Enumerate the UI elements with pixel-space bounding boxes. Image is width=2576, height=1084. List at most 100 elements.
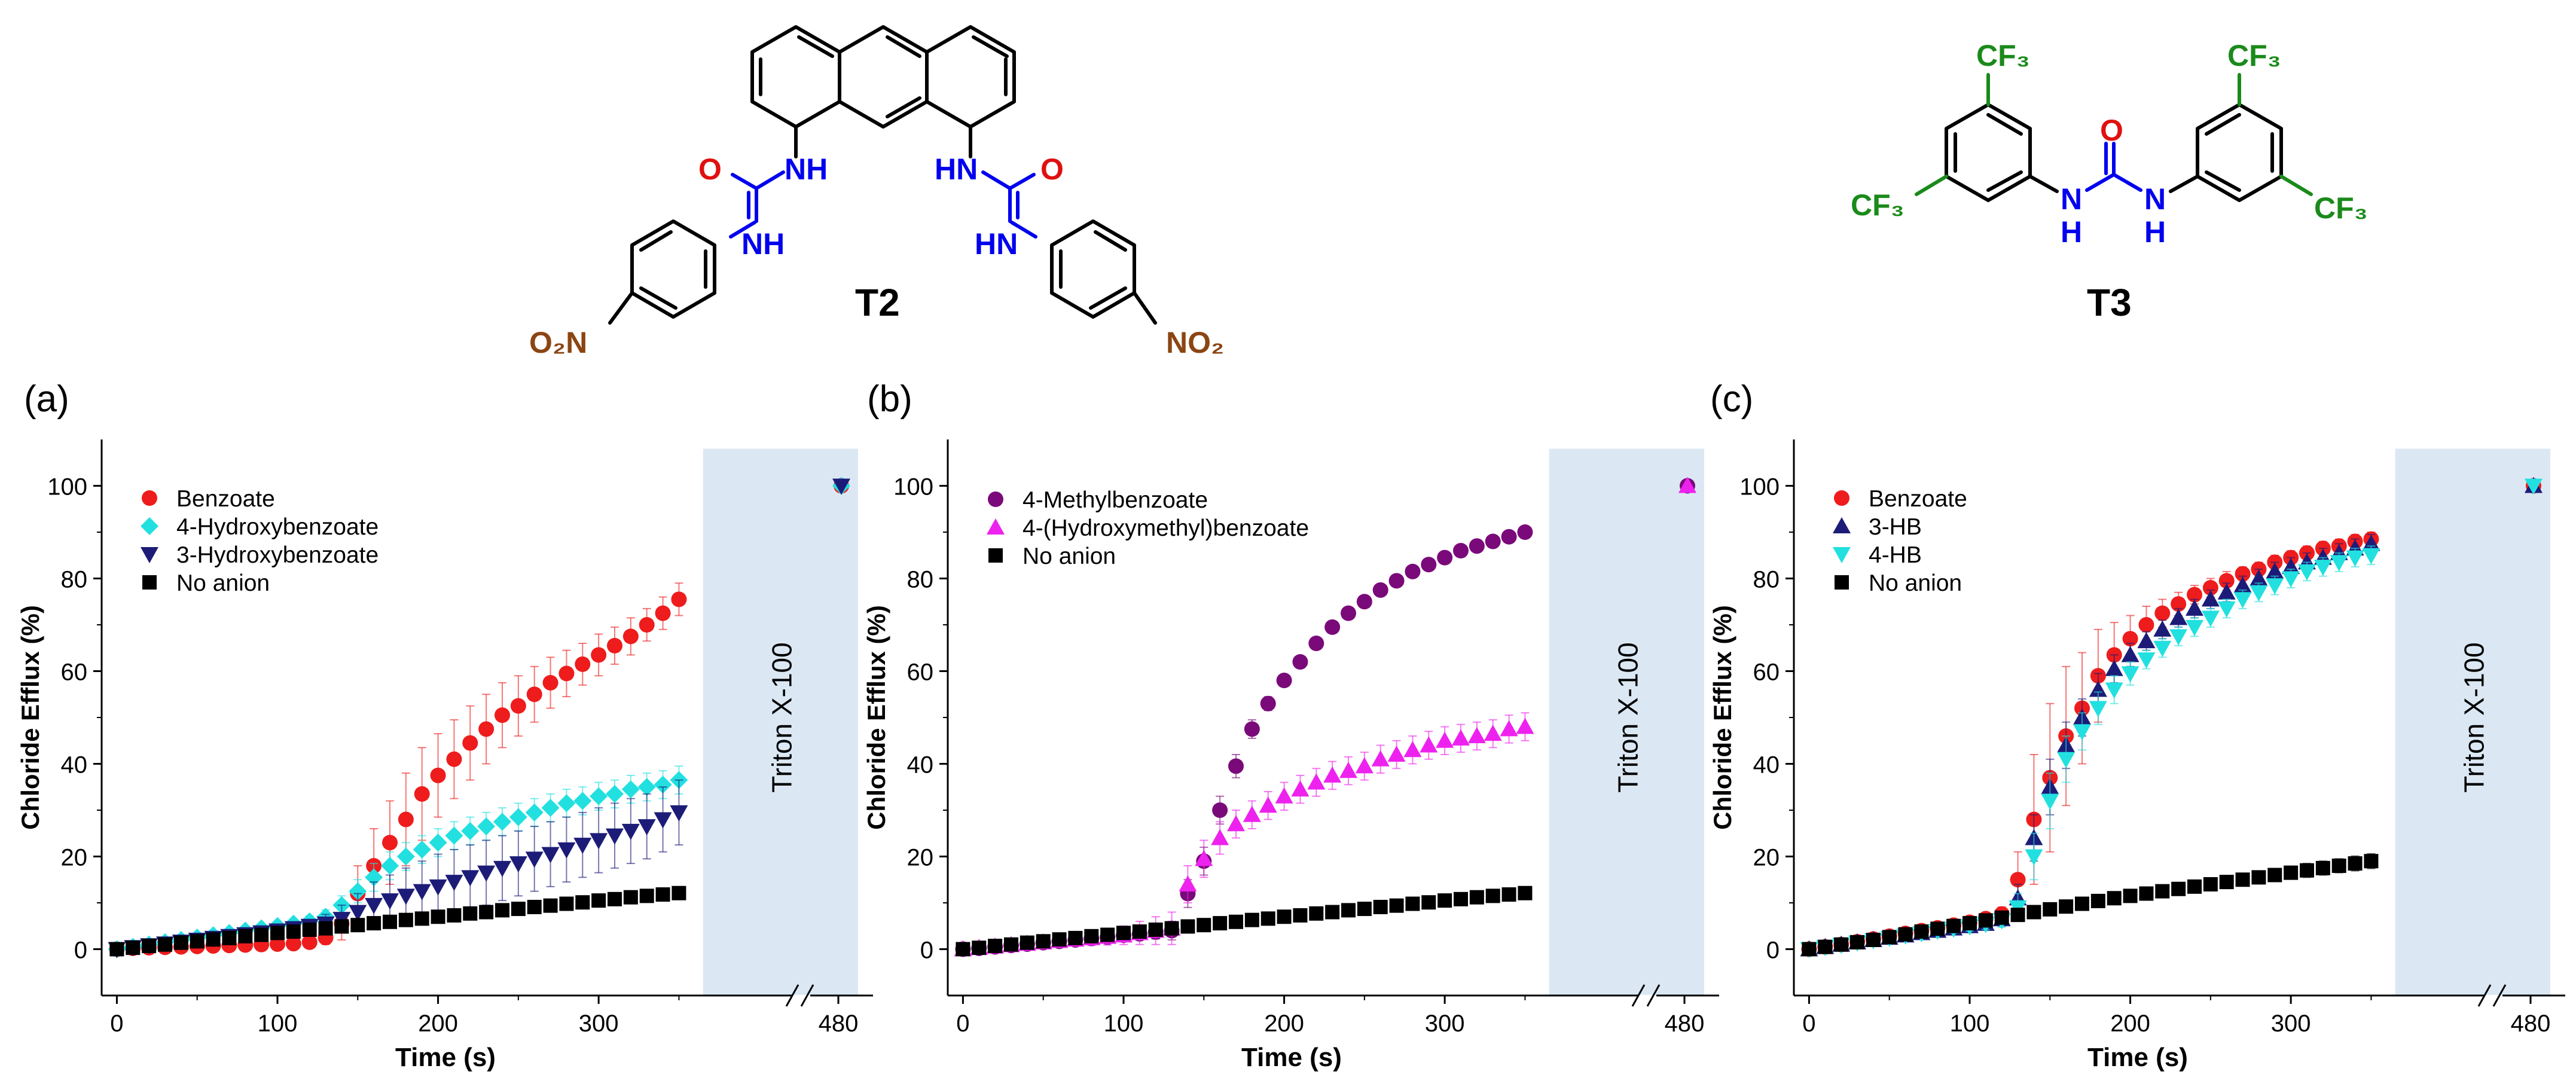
data-point	[1437, 893, 1452, 908]
legend-marker	[987, 518, 1005, 535]
data-point	[2026, 905, 2041, 920]
data-point	[2075, 896, 2089, 911]
legend-label: No anion	[1869, 570, 1962, 596]
legend-marker	[141, 517, 158, 535]
data-point	[1436, 731, 1454, 748]
x-tick-label: 0	[110, 1010, 123, 1037]
data-point	[463, 906, 478, 921]
axis-break-mark	[2492, 984, 2507, 1007]
t3-h-left: H	[2061, 215, 2082, 249]
data-point	[1467, 727, 1486, 743]
data-point	[2203, 877, 2218, 891]
data-point	[2250, 569, 2268, 586]
data-point	[573, 792, 592, 810]
data-point	[2073, 724, 2091, 741]
data-point	[1850, 935, 1864, 949]
data-point	[1834, 937, 1849, 952]
data-point	[1388, 573, 1405, 589]
x-tick-label: 200	[2110, 1010, 2150, 1037]
data-point	[1212, 802, 1228, 818]
data-point	[1453, 543, 1469, 558]
series-no-anion	[109, 885, 686, 957]
axis-break-mark	[2477, 984, 2492, 1007]
triton-label: Triton X-100	[766, 642, 797, 792]
data-point	[477, 865, 496, 882]
data-point	[414, 786, 430, 802]
x-axis-label: Time (s)	[395, 1043, 496, 1072]
data-point	[2217, 601, 2236, 618]
data-point	[1275, 787, 1293, 804]
y-axis-label: Chloride Efflux (%)	[16, 605, 44, 830]
data-point	[1308, 636, 1324, 651]
data-point	[2139, 886, 2154, 901]
data-point	[334, 919, 349, 934]
data-point	[2300, 863, 2314, 878]
legend-label: Benzoate	[176, 486, 275, 512]
data-point	[383, 914, 397, 929]
y-tick-label: 80	[61, 567, 88, 593]
t3-oxygen: O	[2100, 114, 2123, 147]
data-point	[1227, 815, 1245, 832]
data-point	[1372, 582, 1388, 598]
data-point	[654, 812, 672, 829]
data-point	[2218, 573, 2235, 589]
data-point	[1356, 594, 1372, 610]
data-point	[591, 893, 606, 908]
data-point	[510, 698, 526, 714]
data-point	[367, 916, 381, 931]
data-point	[1518, 885, 1533, 900]
data-point	[254, 927, 269, 942]
data-point	[2089, 701, 2107, 717]
data-point	[542, 674, 558, 691]
data-point	[972, 941, 987, 955]
t2-nitro-right: NO₂	[1166, 326, 1224, 359]
y-tick-label: 40	[907, 752, 934, 778]
chart-panel-c: (c) Triton X-100 0 20 40 60 80 100 0 100 200 300 480…	[1708, 378, 2565, 1072]
y-tick-label: 40	[1753, 752, 1780, 778]
data-point	[1373, 899, 1388, 914]
data-point	[1148, 922, 1163, 937]
data-point	[1405, 896, 1420, 911]
t2-oxygen-right: O	[1040, 152, 1064, 186]
y-tick-label: 0	[74, 938, 87, 964]
x-tick-label: 100	[1104, 1010, 1144, 1037]
data-point	[206, 932, 221, 947]
data-point	[2171, 881, 2186, 896]
data-point	[1371, 750, 1390, 767]
y-tick-label: 100	[893, 474, 933, 500]
data-point	[1994, 910, 2009, 925]
data-point	[1339, 762, 1357, 778]
data-point	[429, 879, 447, 896]
data-point	[1357, 902, 1372, 917]
data-point	[461, 870, 480, 887]
data-point	[509, 856, 527, 873]
t2-hn-right: HN	[935, 152, 978, 186]
data-point	[558, 665, 575, 682]
data-point	[1501, 529, 1517, 545]
data-point	[1244, 721, 1260, 737]
legend-marker	[1834, 490, 1849, 506]
x-tick-label: 300	[1425, 1010, 1465, 1037]
data-point	[621, 780, 640, 799]
data-point	[525, 851, 544, 868]
t2-nitro-left: O₂N	[529, 326, 587, 359]
t3-h-right: H	[2144, 215, 2166, 249]
data-point	[655, 887, 670, 902]
data-point	[1946, 918, 1961, 933]
data-point	[2251, 870, 2266, 885]
data-point	[2186, 599, 2203, 616]
axis-break-mark	[785, 984, 799, 1007]
x-tick-label-480: 480	[2511, 1010, 2551, 1037]
data-point	[1323, 766, 1342, 783]
data-point	[2282, 571, 2300, 588]
data-point	[461, 822, 480, 840]
data-point	[1452, 729, 1470, 746]
data-point	[1309, 906, 1324, 921]
data-point	[381, 857, 399, 875]
data-point	[654, 775, 672, 794]
chart-panel-b: (b) Triton X-100 0 20 40 60 80 100 0 100 200 300 480…	[862, 378, 1719, 1072]
data-point	[1517, 524, 1533, 540]
data-point	[493, 813, 511, 831]
data-point	[430, 767, 446, 783]
axis-break-mark	[800, 984, 814, 1007]
